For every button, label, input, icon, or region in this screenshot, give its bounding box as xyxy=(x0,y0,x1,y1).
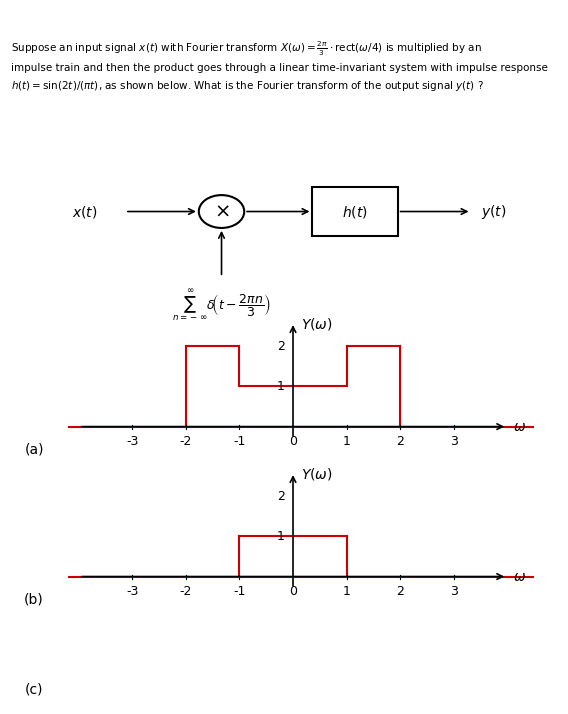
Text: 2: 2 xyxy=(396,436,404,448)
Text: 2: 2 xyxy=(277,490,285,503)
Text: $Y(\omega)$: $Y(\omega)$ xyxy=(301,316,333,332)
Text: 2: 2 xyxy=(277,340,285,353)
Text: 2: 2 xyxy=(396,585,404,598)
Text: 0: 0 xyxy=(289,436,297,448)
Text: $\omega$: $\omega$ xyxy=(512,420,525,433)
Text: (b): (b) xyxy=(24,593,44,607)
Text: -1: -1 xyxy=(233,436,246,448)
Text: 1: 1 xyxy=(277,530,285,543)
Text: 3: 3 xyxy=(450,585,458,598)
Text: $\sum_{n=-\infty}^{\infty} \delta\!\left(t - \dfrac{2\pi n}{3}\right)$: $\sum_{n=-\infty}^{\infty} \delta\!\left… xyxy=(172,288,271,323)
Text: -2: -2 xyxy=(179,585,192,598)
Text: 1: 1 xyxy=(277,380,285,393)
Text: -2: -2 xyxy=(179,436,192,448)
Text: 1: 1 xyxy=(343,436,350,448)
Text: $\times$: $\times$ xyxy=(214,202,229,221)
Text: -1: -1 xyxy=(233,585,246,598)
Text: (c): (c) xyxy=(25,682,43,696)
Text: 3: 3 xyxy=(450,436,458,448)
Text: $y(t)$: $y(t)$ xyxy=(481,203,507,221)
Text: $\omega$: $\omega$ xyxy=(512,570,525,583)
Text: 1: 1 xyxy=(343,585,350,598)
Text: Suppose an input signal $x(t)$ with Fourier transform $X(\omega) = \frac{2\pi}{3: Suppose an input signal $x(t)$ with Four… xyxy=(11,39,548,93)
Text: 0: 0 xyxy=(289,585,297,598)
Text: $x(t)$: $x(t)$ xyxy=(72,203,98,219)
Text: -3: -3 xyxy=(126,585,139,598)
FancyBboxPatch shape xyxy=(312,187,398,236)
Text: $Y(\omega)$: $Y(\omega)$ xyxy=(301,466,333,482)
Text: -3: -3 xyxy=(126,436,139,448)
Text: (a): (a) xyxy=(24,443,44,457)
Text: $h(t)$: $h(t)$ xyxy=(342,203,368,219)
